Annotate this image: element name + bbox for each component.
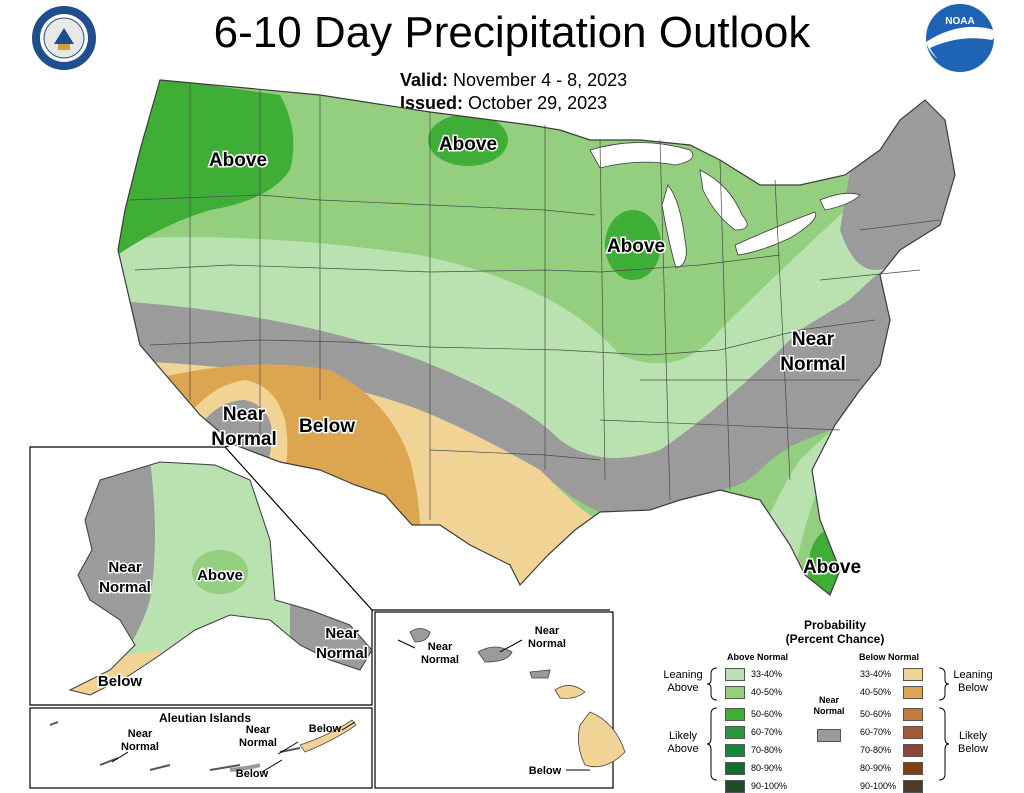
label-aleutian-below-2: Below (236, 768, 269, 780)
likely-above-line1: Likely (668, 730, 698, 742)
state-borders (129, 85, 941, 520)
legend-below-swatch-label-4: 60-70% (860, 727, 892, 737)
noaa-logo-text: NOAA (945, 16, 974, 27)
map-labels: Above Above Above Near Normal Near Norma… (96, 133, 862, 781)
issued-label: Issued: (400, 93, 464, 113)
legend-above-swatch-2 (725, 686, 745, 699)
label-aleutian-normal-2: Normal (239, 737, 277, 749)
label-hawaii-normal-1: Normal (421, 654, 459, 666)
legend-below-swatch-6 (903, 762, 923, 775)
conus-outline (117, 79, 956, 596)
likely-above-line2: Above (667, 743, 699, 755)
great-lakes (589, 142, 861, 269)
legend-above-swatch-label-5: 70-80% (751, 745, 783, 755)
legend-above-swatch-label-6: 80-90% (751, 763, 783, 773)
label-greatlakes-above: Above (607, 236, 665, 257)
leaning-above-line1: Leaning (663, 669, 703, 681)
noaa-logo: NOAA (926, 4, 994, 72)
issued-line: Issued: October 29, 2023 (400, 93, 607, 114)
legend-above-swatch-label-2: 40-50% (751, 687, 783, 697)
issued-date: October 29, 2023 (468, 93, 608, 113)
legend-below-swatch-label-7: 90-100% (860, 781, 897, 791)
label-nw-above: Above (209, 150, 267, 171)
legend-above-swatch-5 (725, 744, 745, 757)
label-alaska-near: Near (108, 559, 142, 576)
label-sw-below: Below (299, 416, 355, 437)
label-alaska-above: Above (197, 567, 243, 584)
label-east-normal: Normal (780, 354, 845, 375)
label-aleutian-normal-1: Normal (121, 741, 159, 753)
legend-above-swatch-4 (725, 726, 745, 739)
label-hawaii-below: Below (529, 765, 562, 777)
label-aleutian-near-1: Near (128, 728, 153, 740)
label-leaders (111, 639, 590, 773)
legend: Probability (Percent Chance) Above Norma… (655, 612, 1015, 793)
valid-date: November 4 - 8, 2023 (453, 70, 628, 90)
label-sw-near: Near (223, 404, 266, 425)
legend-below-swatch-label-1: 33-40% (860, 669, 892, 679)
label-alaska-below: Below (98, 673, 143, 690)
legend-below-swatch-2 (903, 686, 923, 699)
label-florida-above: Above (803, 557, 861, 578)
legend-near-normal-swatch (817, 729, 841, 742)
legend-below-swatch-4 (903, 726, 923, 739)
legend-below-swatch-label-5: 70-80% (860, 745, 892, 755)
label-alaska-normal: Normal (99, 579, 151, 596)
leaning-below-line1: Leaning (953, 669, 993, 681)
legend-leaning-above: Leaning Above (655, 669, 711, 695)
legend-above-swatch-label-7: 90-100% (751, 781, 788, 791)
valid-label: Valid: (400, 70, 449, 90)
label-aleutian-below-1: Below (309, 723, 342, 735)
valid-line: Valid: November 4 - 8, 2023 (400, 70, 627, 91)
legend-above-swatch-1 (725, 668, 745, 681)
legend-below-swatch-5 (903, 744, 923, 757)
label-north-above: Above (439, 134, 497, 155)
commerce-seal-logo (30, 4, 98, 72)
legend-above-swatch-6 (725, 762, 745, 775)
legend-title-line2: (Percent Chance) (785, 632, 885, 646)
label-hawaii-normal-2: Normal (528, 638, 566, 650)
map-title: 6-10 Day Precipitation Outlook (213, 8, 811, 57)
legend-braces (706, 667, 950, 781)
label-hawaii-near-2: Near (535, 625, 560, 637)
label-alaska-se-normal: Normal (316, 645, 368, 662)
label-hawaii-near-1: Near (428, 641, 453, 653)
label-east-near: Near (792, 329, 835, 350)
legend-below-swatch-label-6: 80-90% (860, 763, 892, 773)
legend-below-swatch-1 (903, 668, 923, 681)
legend-below-header: Below Normal (859, 652, 920, 662)
legend-title: Probability (Percent Chance) (755, 618, 915, 646)
legend-above-swatch-label-3: 50-60% (751, 709, 783, 719)
label-aleutian-near-2: Near (246, 724, 271, 736)
hawaii-inset (374, 611, 626, 789)
legend-leaning-below: Leaning Below (945, 669, 1001, 695)
label-sw-normal: Normal (211, 429, 276, 450)
legend-above-swatch-label-4: 60-70% (751, 727, 783, 737)
legend-above-swatch-3 (725, 708, 745, 721)
legend-near-normal-label: Near Normal (807, 695, 851, 717)
label-aleutian-title: Aleutian Islands (159, 711, 251, 725)
aleutian-inset (29, 707, 373, 789)
near-normal-line1: Near (818, 695, 839, 705)
leaning-above-line2: Above (667, 682, 699, 694)
legend-above-header: Above Normal (727, 652, 789, 662)
legend-title-line1: Probability (803, 618, 866, 632)
near-normal-line2: Normal (813, 706, 845, 716)
legend-likely-below: Likely Below (945, 730, 1001, 756)
likely-below-line1: Likely (958, 730, 988, 742)
legend-below-swatch-label-3: 50-60% (860, 709, 892, 719)
likely-below-line2: Below (958, 743, 988, 755)
leaning-below-line2: Below (958, 682, 988, 694)
legend-below-swatch-3 (903, 708, 923, 721)
legend-above-swatch-label-1: 33-40% (751, 669, 783, 679)
label-alaska-se-near: Near (325, 625, 359, 642)
legend-below-swatch-label-2: 40-50% (860, 687, 892, 697)
legend-likely-above: Likely Above (655, 730, 711, 756)
